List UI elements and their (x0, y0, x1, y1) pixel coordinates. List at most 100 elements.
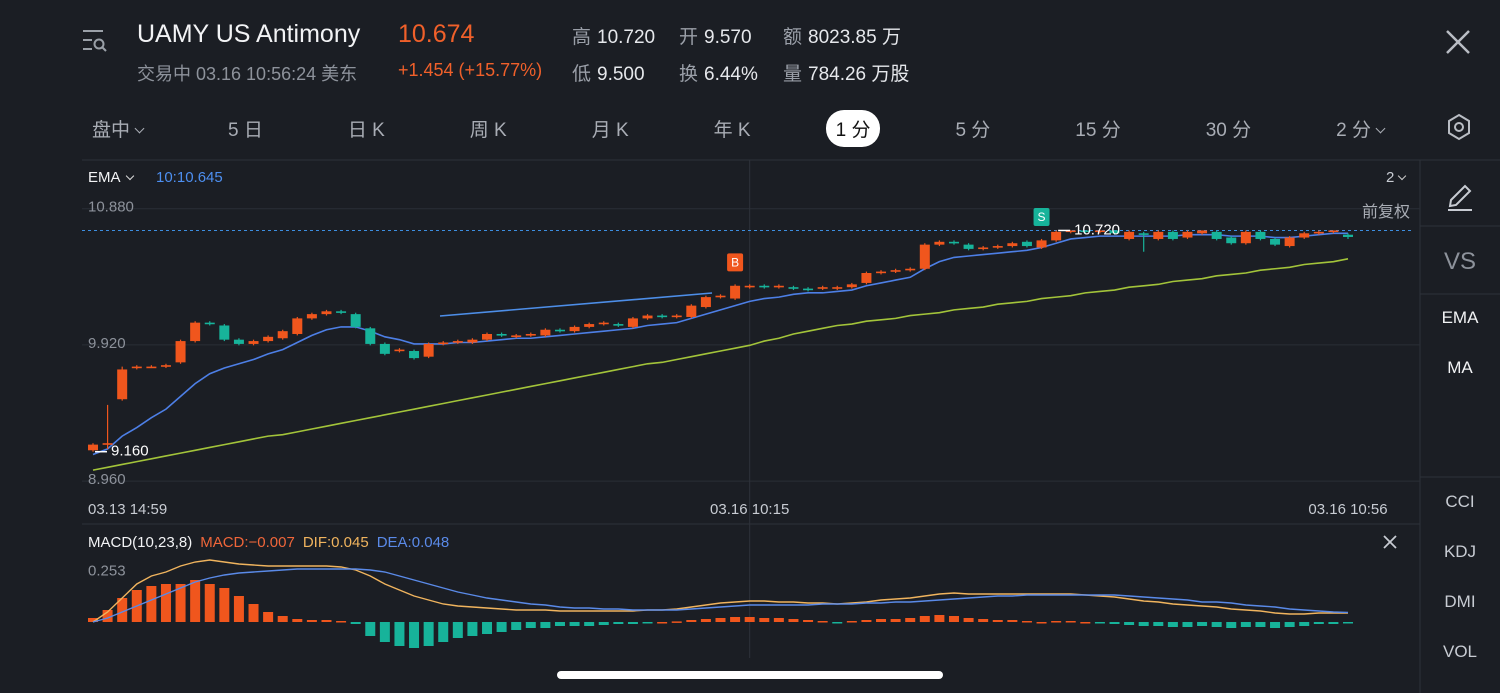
macd-bar (846, 621, 857, 623)
macd-bar (1211, 622, 1222, 627)
candle-body (438, 342, 449, 345)
ema-line (92, 232, 1348, 456)
adjust-label[interactable]: 前复权 (1362, 204, 1411, 221)
macd-bar (963, 618, 974, 622)
macd-bar (88, 618, 98, 622)
macd-bar (584, 622, 595, 626)
period-tab[interactable]: 月 K (591, 120, 629, 141)
side-indicator[interactable]: DMI (1444, 592, 1476, 611)
macd-bar (803, 620, 814, 622)
candle-body (306, 314, 317, 319)
y-tick-label: 0.253 (88, 562, 126, 579)
macd-bar (452, 622, 463, 638)
macd-bar (1021, 621, 1032, 623)
candle-body (379, 343, 390, 354)
draw-icon[interactable] (1448, 184, 1472, 211)
period-menu[interactable]: 2 (1386, 169, 1407, 186)
macd-bar (1182, 622, 1193, 627)
period-tab[interactable]: 盘中 (82, 110, 153, 147)
candle-body (934, 241, 945, 245)
period-tab[interactable]: 日 K (347, 120, 385, 141)
extreme-label: 9.160 (111, 443, 149, 460)
macd-bar (1343, 622, 1353, 624)
candle-body (919, 244, 930, 269)
price-change: +1.454 (+15.77%) (398, 60, 543, 80)
candle-body (1021, 241, 1032, 247)
macd-bar (1094, 622, 1105, 624)
x-tick-label: 03.13 14:59 (88, 501, 167, 518)
indicator-name[interactable]: EMA (88, 169, 134, 186)
candle-body (963, 244, 974, 249)
candle-body (686, 305, 697, 317)
candle-body (642, 315, 653, 319)
macd-bar (948, 616, 959, 622)
side-indicator[interactable]: VOL (1442, 642, 1478, 661)
stat: 换 6.44% (679, 59, 758, 86)
x-tick-label: 03.16 10:56 (1308, 501, 1387, 518)
candle-body (759, 285, 770, 288)
candle-body (671, 315, 682, 318)
menu-icon[interactable] (83, 30, 107, 52)
macd-bar (263, 612, 274, 622)
candle-body (409, 351, 420, 359)
candle-body (1313, 231, 1324, 234)
period-tab[interactable]: 1 分 (825, 110, 881, 147)
macd-legend-item: MACD:−0.007 (200, 534, 295, 551)
candle-body (1328, 230, 1339, 233)
macd-bar (336, 621, 347, 623)
candle-body (540, 329, 551, 336)
candle-body (948, 241, 959, 244)
candle-body (744, 285, 755, 288)
macd-bar (613, 622, 624, 624)
stat-value: 8023.85 万 (808, 27, 901, 48)
candle-body (1036, 240, 1047, 248)
macd-bar (861, 620, 872, 622)
candle-body (482, 333, 493, 340)
home-indicator (557, 671, 943, 679)
y-tick-label: 8.960 (88, 471, 126, 488)
side-tool[interactable]: EMA (1441, 308, 1479, 327)
x-tick-label: 03.16 10:15 (710, 501, 789, 518)
candle-body (336, 311, 347, 313)
period-tab[interactable]: 30 分 (1205, 120, 1252, 141)
macd-legend: MACD(10,23,8) MACD:−0.007 DIF:0.045 DEA:0.… (88, 534, 449, 551)
side-indicator[interactable]: CCI (1445, 492, 1475, 511)
side-tool[interactable]: MA (1447, 358, 1473, 377)
trend-line-drawing[interactable] (439, 292, 713, 317)
period-tab[interactable]: 年 K (713, 120, 751, 141)
macd-bar (160, 584, 171, 622)
symbol-title: UAMY US Antimony (137, 20, 361, 48)
period-tab[interactable]: 15 分 (1075, 120, 1121, 141)
candle-body (204, 322, 215, 325)
candle-body (248, 341, 259, 344)
period-tab[interactable]: 周 K (469, 120, 507, 141)
stat-label: 量 (783, 64, 803, 85)
settings-icon[interactable] (1448, 113, 1470, 141)
macd-bar (919, 616, 930, 622)
macd-bar (306, 620, 317, 622)
period-tab[interactable]: 5 日 (228, 120, 263, 141)
side-tool[interactable]: VS (1443, 248, 1476, 275)
macd-bar (1153, 622, 1164, 626)
stat-value: 9.570 (704, 27, 752, 48)
y-tick-label: 10.880 (88, 199, 134, 216)
candle-body (102, 443, 113, 445)
candle-body (1167, 231, 1178, 239)
macd-close[interactable] (1383, 535, 1397, 549)
side-indicator[interactable]: KDJ (1443, 542, 1477, 561)
macd-bar (1167, 622, 1178, 627)
indicator-label: EMA (88, 169, 121, 186)
macd-bar (978, 619, 989, 622)
close-icon[interactable] (1446, 30, 1470, 54)
stat: 开 9.570 (679, 22, 752, 49)
macd-title: MACD(10,23,8) (88, 534, 193, 551)
stat-label: 换 (679, 64, 699, 85)
candle-body (496, 333, 507, 336)
candle-body (1255, 231, 1266, 239)
stat-label: 低 (572, 64, 592, 85)
macd-bar (1299, 622, 1310, 626)
period-tab[interactable]: 5 分 (955, 120, 991, 141)
candle-body (88, 444, 98, 451)
period-tab[interactable]: 2 分 (1326, 110, 1394, 147)
candle-body (190, 322, 201, 342)
